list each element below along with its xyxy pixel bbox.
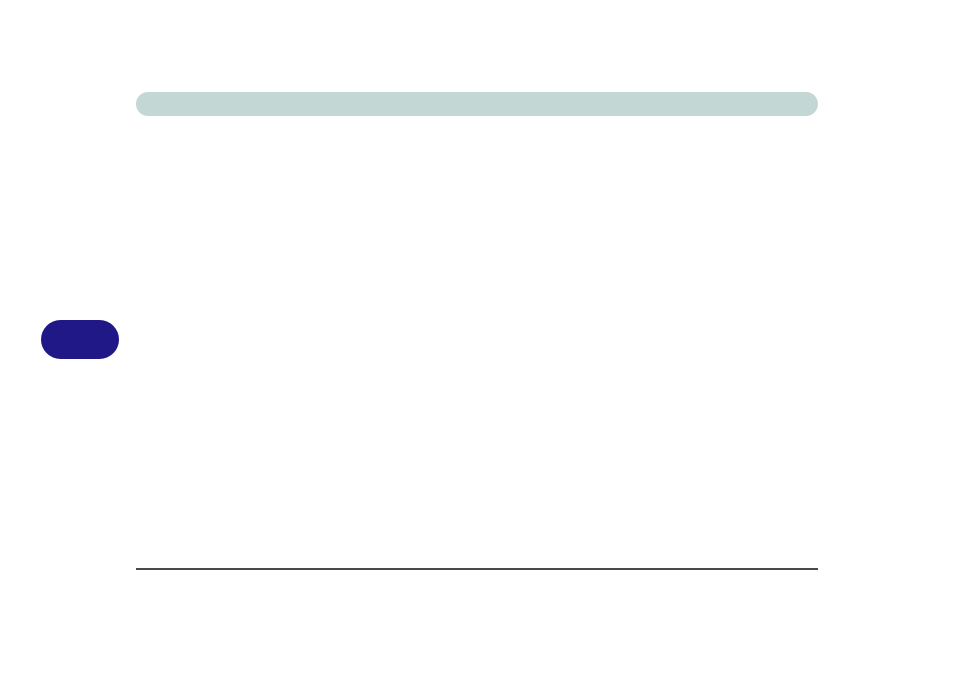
section-divider [136, 568, 818, 570]
primary-action-pill[interactable] [41, 320, 119, 359]
top-search-bar[interactable] [136, 92, 818, 116]
